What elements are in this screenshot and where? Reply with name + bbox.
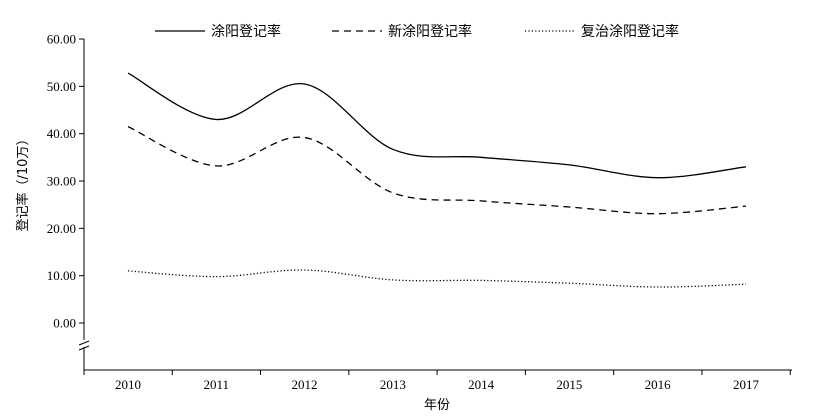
legend-label-2: 新涂阳登记率: [388, 23, 472, 40]
y-tick-label: 0.00: [53, 316, 76, 331]
x-tick-label: 2017: [733, 377, 760, 392]
x-tick-label: 2015: [556, 377, 582, 392]
y-ticks: 0.00 10.00 20.00 30.00 40.00 50.00 60.00: [47, 32, 84, 331]
series-line-3: [127, 269, 747, 288]
x-tick-label: 2011: [204, 377, 230, 392]
series-line-1: [127, 72, 747, 179]
x-axis: 2010 2011 2012 2013 2014 2015 2016 2017: [83, 369, 792, 392]
x-tick-label: 2012: [292, 377, 318, 392]
y-axis: 0.00 10.00 20.00 30.00 40.00 50.00 60.00: [47, 32, 90, 370]
x-tick-label: 2010: [115, 377, 141, 392]
y-axis-title: 登记率（/10万）: [15, 133, 31, 232]
x-tick-label: 2014: [468, 377, 495, 392]
x-axis-title: 年份: [424, 398, 450, 413]
y-tick-label: 50.00: [47, 79, 76, 94]
series-line-2: [127, 126, 747, 215]
y-tick-label: 20.00: [47, 221, 76, 236]
series-layer: [127, 72, 747, 288]
legend-label-1: 涂阳登记率: [211, 23, 281, 40]
x-tick-label: 2016: [645, 377, 672, 392]
y-tick-label: 10.00: [47, 268, 76, 283]
y-tick-label: 60.00: [47, 32, 76, 47]
legend: 涂阳登记率 新涂阳登记率 复治涂阳登记率: [155, 23, 679, 40]
y-tick-label: 40.00: [47, 126, 76, 141]
x-ticks: 2010 2011 2012 2013 2014 2015 2016 2017: [83, 370, 791, 392]
x-tick-label: 2013: [380, 377, 406, 392]
legend-label-3: 复治涂阳登记率: [581, 23, 679, 40]
y-axis-break-mark: [78, 340, 90, 346]
y-axis-break-mark: [78, 345, 90, 351]
y-tick-label: 30.00: [47, 174, 76, 189]
